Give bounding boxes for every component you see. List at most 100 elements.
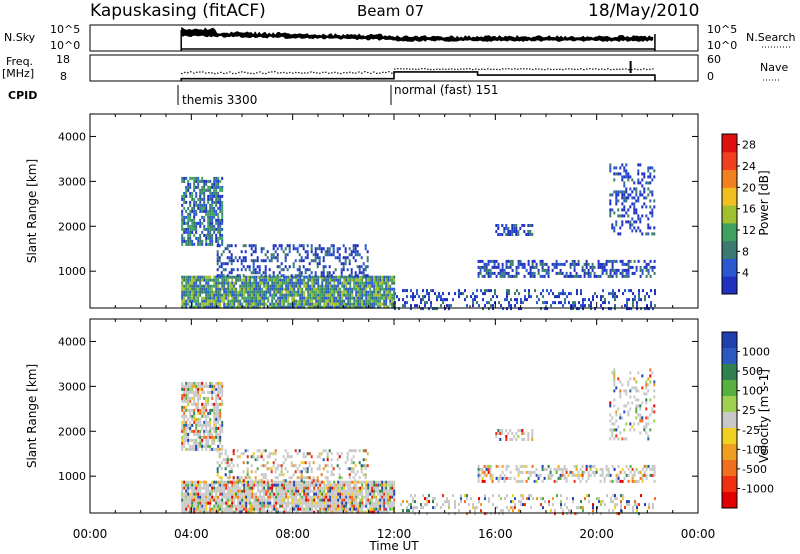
nave-dot xyxy=(385,71,387,74)
nave-dot xyxy=(427,68,429,70)
nave-dot xyxy=(436,68,438,70)
nave-dot xyxy=(595,68,597,70)
y-tick-label: 4000 xyxy=(58,335,86,348)
nave-dot xyxy=(532,68,534,71)
y-tick-label: 3000 xyxy=(58,380,86,393)
colorbar-tick-label: 500 xyxy=(742,365,763,378)
nave-dot xyxy=(520,68,522,70)
nave-dot xyxy=(223,72,225,75)
nave-dot xyxy=(352,72,354,74)
nave-dot xyxy=(358,71,360,73)
nave-dot xyxy=(202,71,204,73)
nave-dot xyxy=(586,68,588,70)
colorbar-swatch xyxy=(722,348,737,365)
colorbar-frame xyxy=(721,133,738,295)
nave-dot xyxy=(448,68,450,70)
velocity-region-2 xyxy=(216,449,369,483)
nave-dot xyxy=(424,68,426,70)
nave-dot xyxy=(304,72,306,74)
nave-dot xyxy=(616,68,618,70)
colorbar-frame xyxy=(721,331,738,509)
nave-dot xyxy=(190,71,192,73)
velocity-region-6 xyxy=(609,368,656,441)
nave-dot xyxy=(502,68,504,70)
nave-dot xyxy=(298,71,300,74)
colorbar-tick-label: 24 xyxy=(742,160,756,173)
nave-dot xyxy=(241,71,243,73)
power-region-3 xyxy=(394,289,656,311)
nave-dot xyxy=(325,71,327,73)
colorbar-swatch xyxy=(722,444,737,461)
y-tick-label: 1000 xyxy=(58,265,86,278)
nave-dot xyxy=(259,71,261,73)
nave-dot xyxy=(646,68,648,71)
nave-dot xyxy=(454,68,456,71)
nave-dot xyxy=(568,68,570,70)
nave-dot xyxy=(619,68,621,70)
colorbar-swatch xyxy=(722,460,737,477)
nave-dot xyxy=(382,71,384,73)
nave-dot xyxy=(514,68,516,70)
nave-dot xyxy=(370,72,372,75)
nave-dot xyxy=(469,68,471,70)
nave-dot xyxy=(415,68,417,71)
nave-dot xyxy=(505,68,507,70)
nave-dot xyxy=(307,72,309,74)
power-region-1 xyxy=(181,176,224,246)
x-axis-label: Time UT xyxy=(368,539,419,553)
freq-label: Freq. xyxy=(6,55,33,68)
nave-dot xyxy=(286,72,288,74)
colorbar-tick-label: 1000 xyxy=(742,346,770,359)
nave-dot xyxy=(439,68,441,71)
nave-dot xyxy=(487,68,489,70)
nave-dot xyxy=(460,68,462,70)
x-tick-label: 12:00 xyxy=(377,527,412,541)
nave-dot xyxy=(268,71,270,73)
nave-dot xyxy=(289,71,291,74)
freq-unit-label: [MHz] xyxy=(2,67,34,80)
nave-dot xyxy=(508,68,510,70)
beam-title: Beam 07 xyxy=(357,2,424,20)
nave-dot xyxy=(400,68,402,70)
nave-dot xyxy=(457,68,459,71)
y-tick-label: 2000 xyxy=(58,425,86,438)
nave-label: Nave xyxy=(760,61,788,74)
nave-dot xyxy=(253,72,255,75)
nave-tick-top: 60 xyxy=(707,53,721,66)
colorbar-swatch xyxy=(722,258,737,277)
nave-dot xyxy=(265,72,267,75)
colorbar-tick-label: 100 xyxy=(742,385,763,398)
colorbar-swatch xyxy=(722,332,737,349)
nave-dot xyxy=(445,68,447,70)
nsky-tick-bottom: 10^0 xyxy=(50,39,80,52)
nave-dot xyxy=(283,71,285,74)
nave-dot xyxy=(247,72,249,74)
nave-dot xyxy=(592,68,594,70)
nave-dot xyxy=(280,72,282,74)
nave-dot xyxy=(580,68,582,70)
nave-dot xyxy=(292,72,294,74)
nave-dot xyxy=(388,71,390,73)
colorbar-tick-label: 28 xyxy=(742,139,756,152)
x-tick-label: 08:00 xyxy=(275,527,310,541)
nave-dot xyxy=(250,72,252,75)
freq-panel-frame xyxy=(89,54,699,82)
nave-dot xyxy=(601,68,603,70)
nave-dot xyxy=(199,71,201,73)
nave-dot xyxy=(367,71,369,74)
power-colorbar-label: Power [dB] xyxy=(757,170,771,235)
nave-dot xyxy=(547,68,549,70)
nave-dot xyxy=(631,68,633,71)
nave-dot xyxy=(220,71,222,74)
velocity-region-0 xyxy=(181,480,396,514)
nave-dot xyxy=(496,68,498,71)
nave-dot xyxy=(556,68,558,71)
nave-dot xyxy=(649,68,651,71)
velocity-region-5 xyxy=(495,429,534,441)
station-title: Kapuskasing (fitACF) xyxy=(90,1,266,21)
nave-dot xyxy=(412,68,414,70)
nave-dot xyxy=(559,68,561,70)
nave-dot xyxy=(613,68,615,71)
nsearch-tick-bottom: 10^0 xyxy=(707,39,737,52)
colorbar-tick-label: 16 xyxy=(742,203,756,216)
